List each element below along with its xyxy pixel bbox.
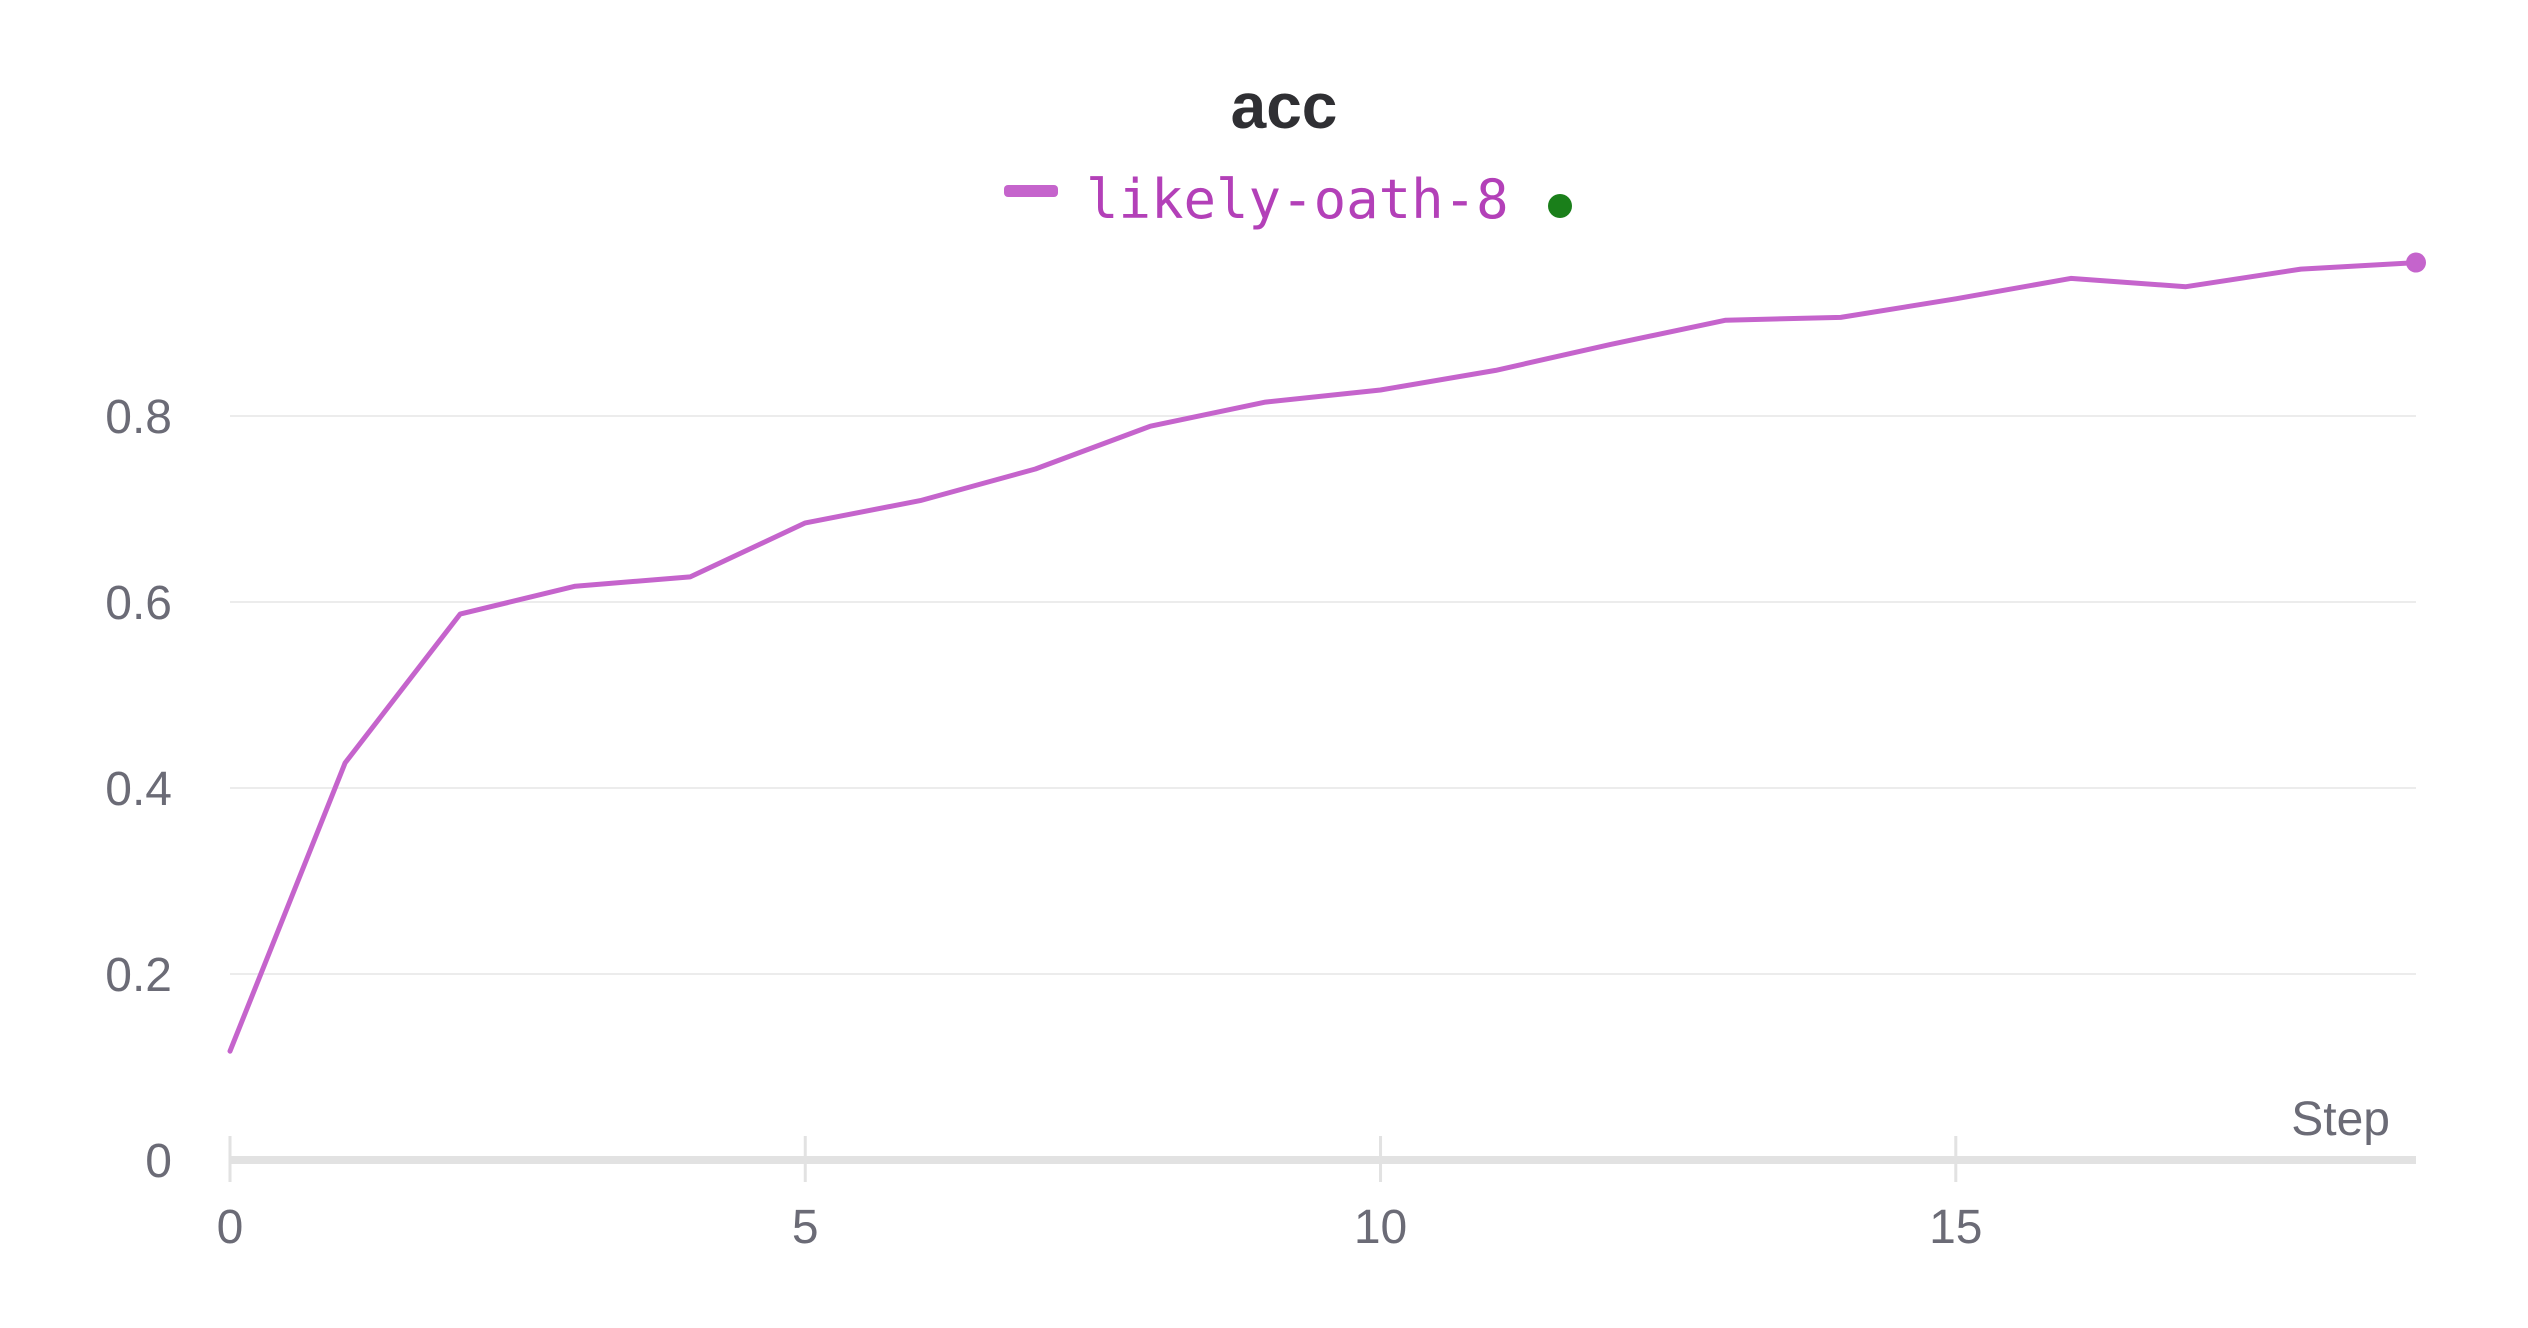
series-line[interactable] (227, 260, 2419, 1054)
y-axis-ticks: 0 0.2 0.4 0.6 0.8 (105, 391, 172, 1188)
run-status-dot (1548, 194, 1572, 218)
x-tick-label: 0 (217, 1201, 244, 1254)
legend[interactable]: likely-oath-8 (1004, 168, 1572, 231)
axes (228, 1136, 2416, 1182)
y-tick-label: 0.8 (105, 391, 172, 444)
x-axis-ticks: 0 5 10 15 (217, 1201, 1983, 1254)
x-tick-label: 15 (1929, 1201, 1982, 1254)
y-tick-label: 0.6 (105, 577, 172, 630)
x-axis-title: Step (2291, 1093, 2390, 1146)
series-likely-oath-8 (227, 252, 2426, 1054)
y-tick-label: 0.2 (105, 949, 172, 1002)
y-tick-label: 0 (145, 1135, 172, 1188)
grid (230, 415, 2416, 975)
series-layer (227, 252, 2426, 1054)
y-tick-label: 0.4 (105, 763, 172, 816)
legend-swatch (1004, 185, 1058, 197)
legend-label: likely-oath-8 (1086, 168, 1509, 231)
chart-title: acc (1231, 70, 1338, 142)
x-tick-label: 5 (792, 1201, 819, 1254)
x-tick-label: 10 (1354, 1201, 1407, 1254)
last-point-marker[interactable] (2406, 252, 2426, 273)
